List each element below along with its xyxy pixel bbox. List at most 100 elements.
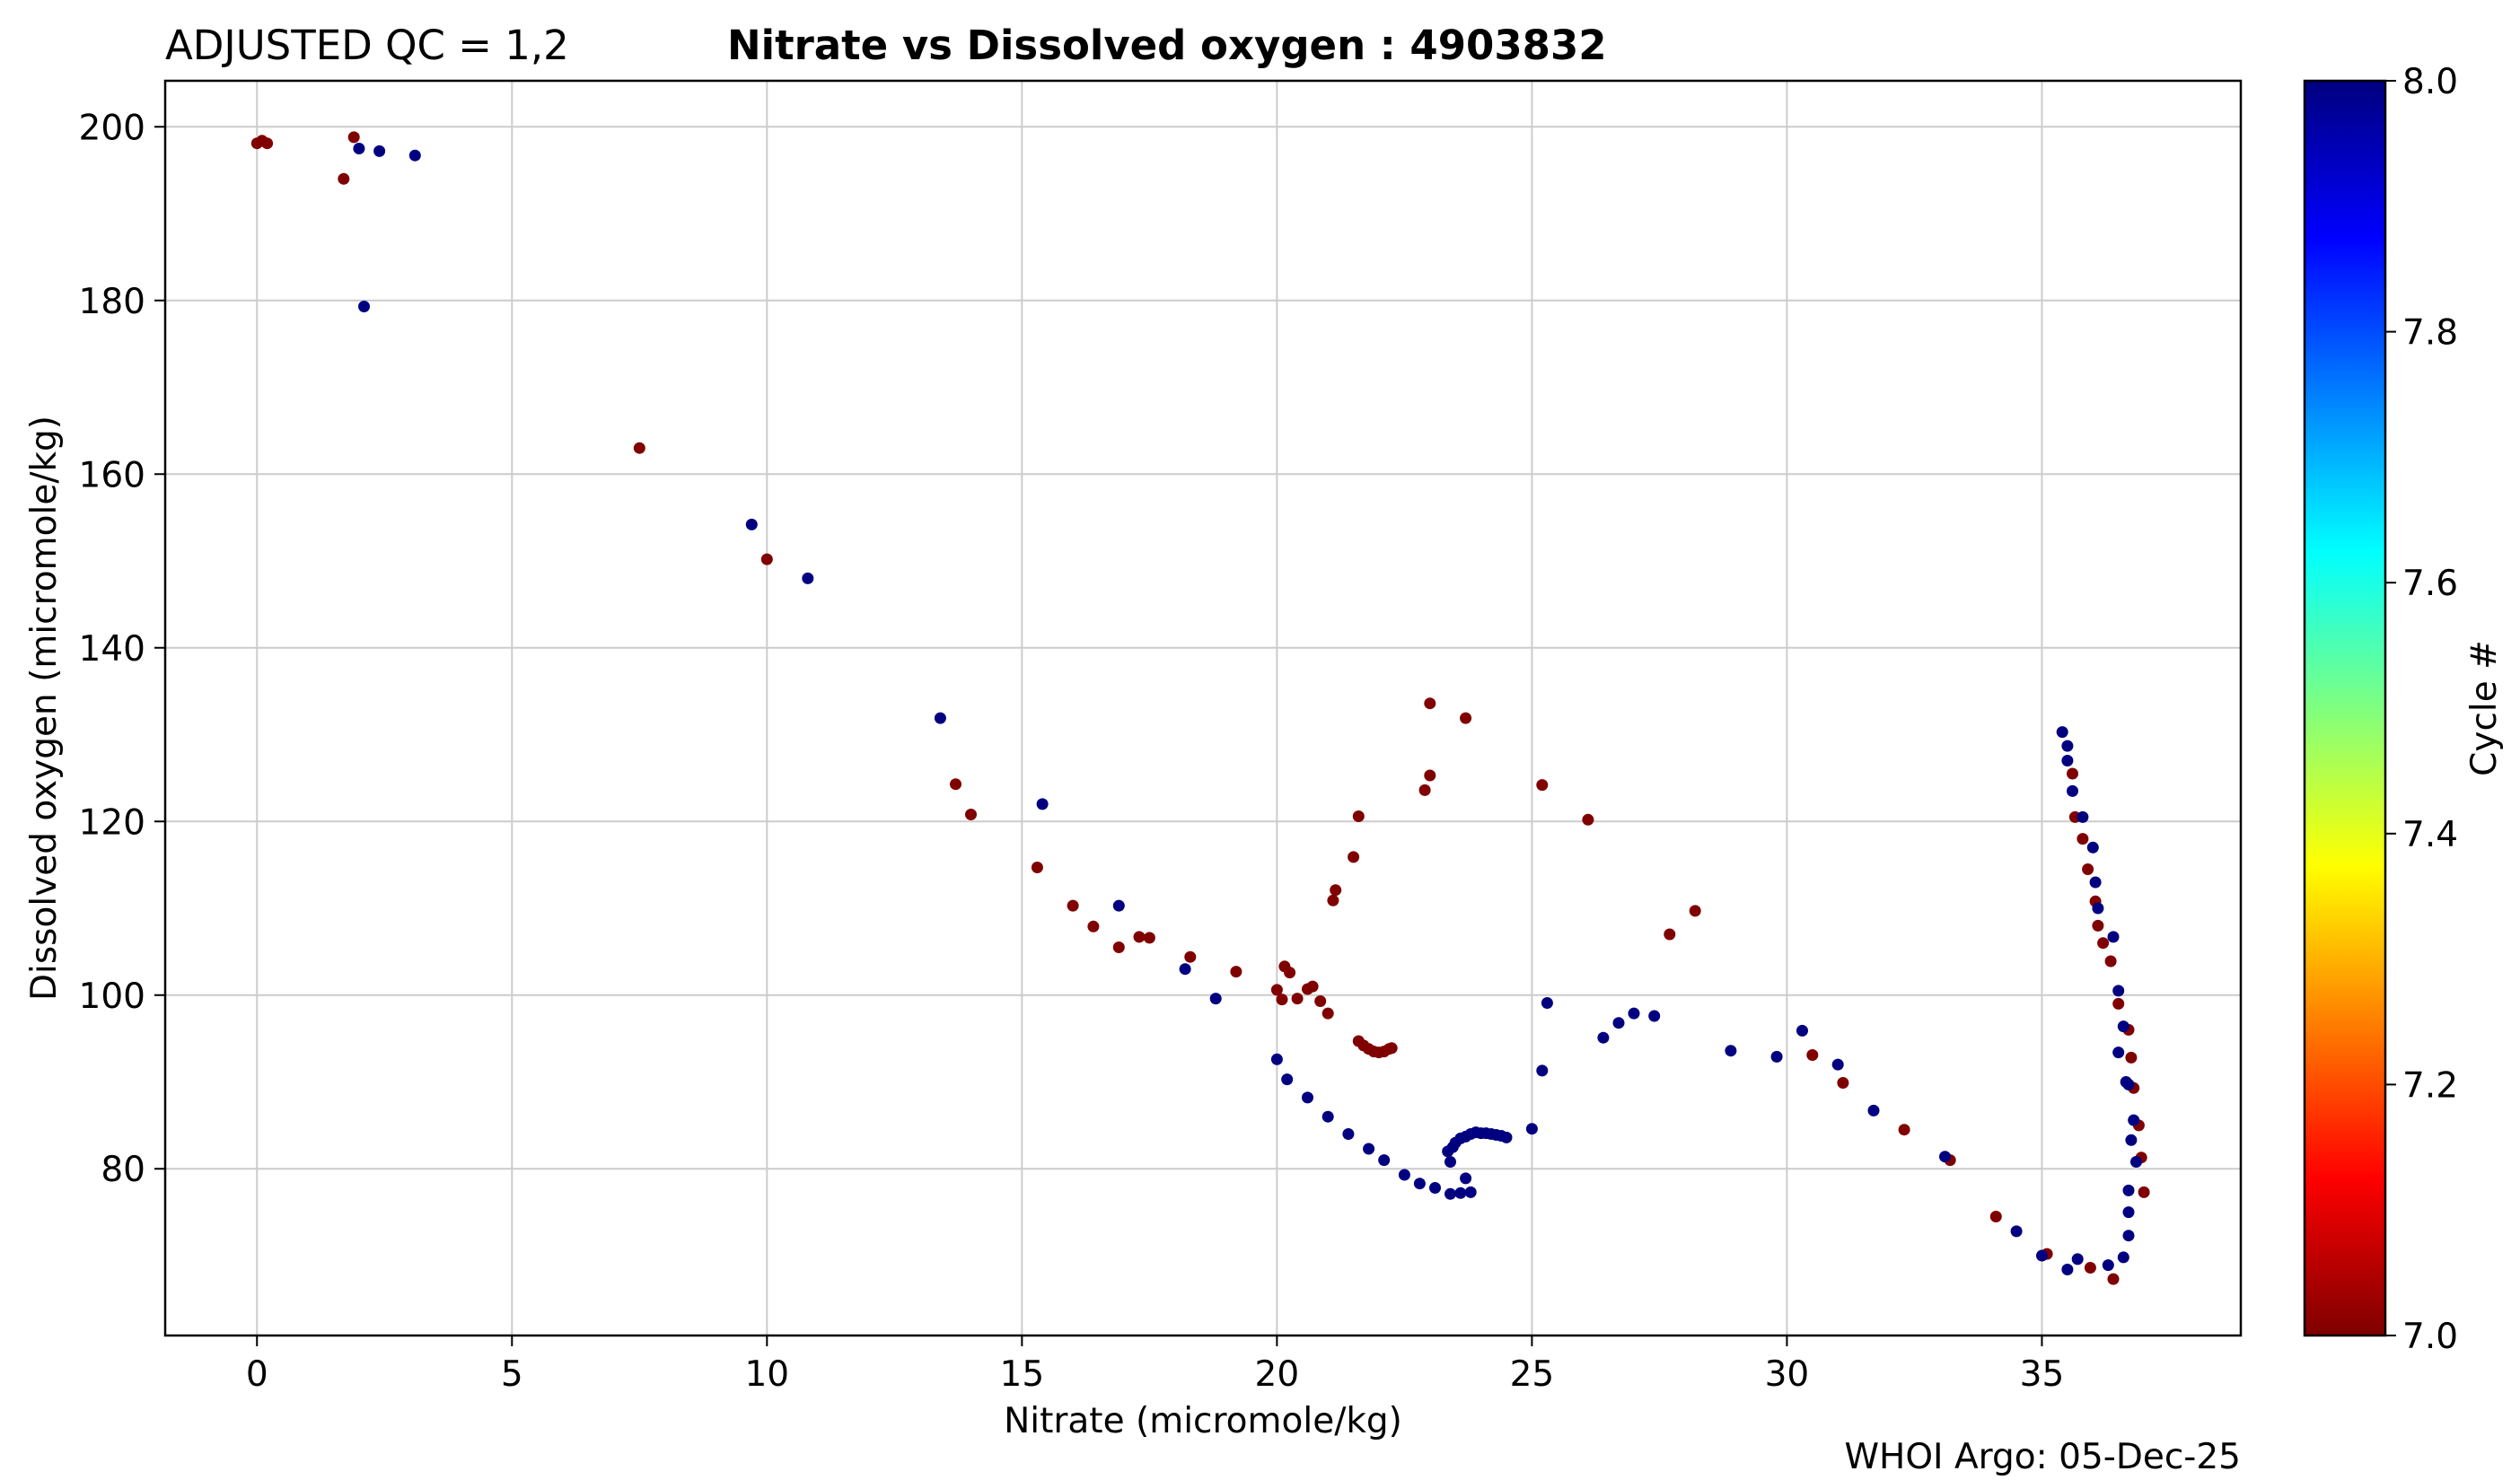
data-point [2125, 1134, 2138, 1146]
data-point [1582, 813, 1594, 826]
data-point [2036, 1249, 2048, 1262]
series-1 [250, 131, 2150, 1285]
x-axis-ticks: 0 5 10 15 20 25 30 35 [246, 1336, 2064, 1395]
data-point [1444, 1156, 1456, 1168]
data-point [1209, 993, 1222, 1005]
data-point [1270, 984, 1283, 996]
data-point [2112, 997, 2125, 1010]
data-point [1796, 1024, 1808, 1037]
data-point [2089, 876, 2102, 889]
data-point [1327, 894, 1339, 906]
data-point [1413, 1178, 1426, 1190]
data-point [1464, 1186, 1477, 1198]
colorbar-label: Cycle # [2464, 640, 2505, 776]
data-point [1398, 1169, 1410, 1181]
data-point [2128, 1114, 2140, 1126]
data-point [1898, 1124, 1910, 1136]
colorbar-tick-label: 7.2 [2402, 1065, 2458, 1106]
data-point [1321, 1007, 1334, 1020]
data-point [2067, 784, 2078, 797]
colorbar-tick-label: 7.8 [2402, 313, 2458, 354]
data-point [2077, 810, 2089, 823]
data-point [1689, 905, 1701, 917]
y-tick-label: 100 [79, 976, 145, 1017]
data-point [2084, 1262, 2096, 1274]
data-point [760, 553, 773, 565]
data-point [2010, 1225, 2023, 1238]
data-point [2138, 1186, 2150, 1198]
data-point [1725, 1045, 1737, 1057]
data-point [2117, 1020, 2129, 1033]
data-point [2077, 833, 2089, 845]
data-point [633, 442, 645, 454]
x-tick-label: 20 [1255, 1354, 1300, 1395]
x-tick-label: 15 [1000, 1354, 1045, 1395]
data-point [2130, 1156, 2142, 1168]
plot-frame [163, 79, 2243, 1337]
data-point [2097, 937, 2110, 950]
data-point [1036, 798, 1049, 810]
data-point [2112, 985, 2125, 997]
data-point [1133, 931, 1146, 943]
data-point [745, 518, 758, 530]
data-point [2112, 1047, 2125, 1059]
data-point [2125, 1051, 2138, 1064]
data-point [1291, 993, 1304, 1005]
data-point [1536, 779, 1549, 792]
data-point [2104, 955, 2117, 968]
data-point [1939, 1151, 1951, 1163]
y-tick-label: 180 [79, 282, 145, 322]
data-point [2102, 1259, 2114, 1272]
data-point [1525, 1123, 1538, 1135]
data-point [1541, 997, 1553, 1009]
data-point [1112, 941, 1125, 953]
data-point [950, 778, 961, 791]
data-point [2061, 1264, 2074, 1275]
data-point [934, 712, 946, 724]
data-point [2107, 931, 2120, 943]
data-point [1143, 932, 1155, 944]
y-tick-label: 140 [79, 629, 145, 670]
data-point [1460, 712, 1472, 724]
x-tick-label: 25 [1510, 1354, 1555, 1395]
data-point [1302, 1091, 1313, 1104]
data-point [1352, 810, 1365, 822]
y-tick-label: 120 [79, 802, 145, 843]
x-axis-label: Nitrate (micromole/kg) [1004, 1401, 1402, 1441]
data-point [2086, 841, 2099, 854]
data-point [1330, 884, 1342, 897]
data-point [2067, 767, 2078, 780]
data-point [1179, 963, 1191, 976]
data-point [2117, 1251, 2129, 1264]
data-point [2061, 740, 2074, 752]
data-point [358, 301, 370, 312]
data-point [1628, 1007, 1640, 1020]
data-point [2092, 902, 2104, 915]
data-point [1648, 1010, 1661, 1022]
colorbar [2305, 81, 2385, 1336]
data-point [1348, 851, 1360, 863]
colorbar-ticks: 7.0 7.2 7.4 7.6 7.8 8.0 [2385, 62, 2458, 1357]
colorbar-frame [2303, 79, 2387, 1337]
data-point [1460, 1172, 1472, 1185]
data-point [2092, 919, 2104, 932]
data-point [408, 149, 421, 162]
data-point [1454, 1187, 1467, 1199]
y-tick-label: 200 [79, 108, 145, 148]
y-axis-ticks: 80 100 120 140 160 180 200 [79, 108, 165, 1190]
data-point [1314, 995, 1327, 1007]
data-point [1306, 980, 1319, 993]
data-point [1424, 769, 1436, 782]
data-point [1378, 1154, 1391, 1167]
data-point [1031, 862, 1043, 873]
qc-label: ADJUSTED QC = 1,2 [165, 22, 569, 69]
data-point [2122, 1230, 2135, 1242]
data-point [1385, 1042, 1398, 1055]
colorbar-tick-label: 8.0 [2402, 62, 2458, 102]
data-point [1424, 697, 1436, 710]
data-point [2061, 755, 2074, 766]
grid-lines [165, 81, 2241, 1336]
colorbar-tick-label: 7.0 [2402, 1317, 2458, 1357]
data-point [1281, 1073, 1294, 1086]
x-tick-label: 0 [246, 1354, 268, 1395]
